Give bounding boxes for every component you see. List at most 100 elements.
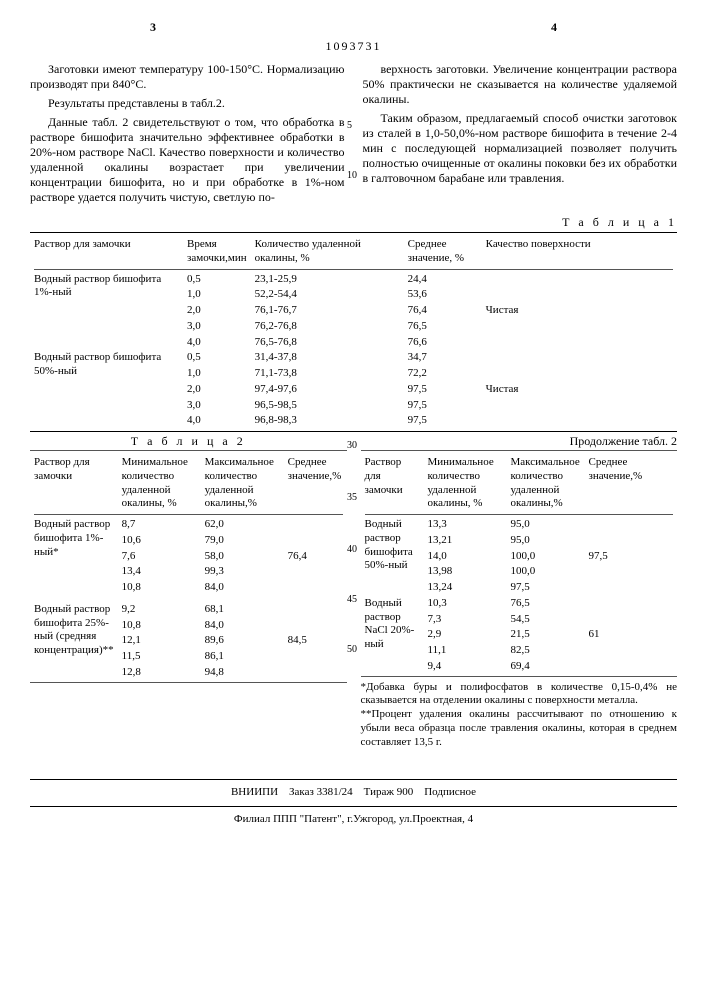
td: 7,6	[118, 549, 201, 565]
td: 34,7	[404, 350, 482, 366]
td: 31,4-37,8	[251, 350, 404, 366]
td: 79,0	[201, 533, 284, 549]
td: 10,3	[424, 596, 507, 612]
td: 76,1-76,7	[251, 303, 404, 319]
th: Максимальное количество удаленной окалин…	[507, 455, 585, 512]
table2-cont-title: Продолжение табл. 2	[361, 434, 678, 449]
td: 13,98	[424, 564, 507, 580]
td: Водный раствор бишофита 50%-ный	[30, 350, 183, 429]
td: 13,21	[424, 533, 507, 549]
td: 84,5	[284, 602, 347, 681]
td: Водный раствор бишофита 1%-ный*	[30, 517, 118, 596]
td: 23,1-25,9	[251, 272, 404, 288]
td: 58,0	[201, 549, 284, 565]
td: 3,0	[183, 319, 251, 335]
td: 13,3	[424, 517, 507, 533]
td: 2,0	[183, 382, 251, 398]
footer-org: ВНИИПИ	[231, 786, 278, 798]
para: Результаты представлены в табл.2.	[30, 96, 345, 111]
line-marker: 30	[347, 440, 357, 453]
td: 97,5	[404, 382, 482, 398]
table2-title: Т а б л и ц а 2	[30, 434, 347, 449]
para: Таким образом, предлагаемый способ очист…	[363, 111, 678, 186]
td: 84,0	[201, 618, 284, 634]
td: 82,5	[507, 643, 585, 659]
para: верхность заготовки. Увеличение концентр…	[363, 62, 678, 107]
td: Водный раствор бишофита 1%-ный	[30, 272, 183, 351]
th: Среднее значение,%	[284, 455, 347, 512]
footer: ВНИИПИ Заказ 3381/24 Тираж 900 Подписное…	[30, 779, 677, 827]
td: 13,24	[424, 580, 507, 596]
th: Раствор для замочки	[30, 455, 118, 512]
td: 7,3	[424, 612, 507, 628]
td: 0,5	[183, 272, 251, 288]
td: 76,2-76,8	[251, 319, 404, 335]
td: 97,5	[404, 398, 482, 414]
td: 96,5-98,5	[251, 398, 404, 414]
td: 13,4	[118, 564, 201, 580]
th: Количество удаленной окалины, %	[251, 237, 404, 267]
table2-left: Т а б л и ц а 2 Раствор для замочки Мини…	[30, 434, 347, 749]
td: 9,2	[118, 602, 201, 618]
page-num-right: 4	[551, 20, 557, 35]
td: 86,1	[201, 649, 284, 665]
td: 97,5	[507, 580, 585, 596]
td: 76,5	[404, 319, 482, 335]
td: 1,0	[183, 287, 251, 303]
td: 10,8	[118, 618, 201, 634]
line-marker: 35	[347, 492, 357, 505]
line-marker: 10	[347, 170, 357, 183]
td: 69,4	[507, 659, 585, 675]
td: 61	[585, 596, 678, 675]
line-marker: 40	[347, 544, 357, 557]
td: 54,5	[507, 612, 585, 628]
td: 97,5	[585, 517, 678, 596]
line-marker: 5	[347, 120, 352, 133]
td: 2,0	[183, 303, 251, 319]
th: Минимальное количество удаленной окалины…	[424, 455, 507, 512]
td: 52,2-54,4	[251, 287, 404, 303]
footer-order: Заказ 3381/24	[289, 786, 353, 798]
footer-address: Филиал ППП "Патент", г.Ужгород, ул.Проек…	[30, 813, 677, 827]
doc-number: 1093731	[30, 39, 677, 54]
td: 84,0	[201, 580, 284, 596]
td: 76,4	[284, 517, 347, 596]
th: Раствор для замочки	[361, 455, 424, 512]
td: 76,5-76,8	[251, 335, 404, 351]
table1-title: Т а б л и ц а 1	[30, 215, 677, 230]
para: Заготовки имеют температуру 100-150°С. Н…	[30, 62, 345, 92]
td: 96,8-98,3	[251, 413, 404, 429]
th: Среднее значение,%	[585, 455, 678, 512]
footnote: **Процент удаления окалины рассчитывают …	[361, 708, 678, 749]
td: 12,1	[118, 633, 201, 649]
table1: Раствор для замочки Время замочки,мин Ко…	[30, 237, 677, 429]
th: Качество поверхности	[482, 237, 677, 267]
td: 14,0	[424, 549, 507, 565]
td: 24,4	[404, 272, 482, 288]
td: 11,5	[118, 649, 201, 665]
td: 0,5	[183, 350, 251, 366]
th: Раствор для замочки	[30, 237, 183, 267]
td: Чистая	[482, 272, 677, 351]
th: Минимальное количество удаленной окалины…	[118, 455, 201, 512]
td: 62,0	[201, 517, 284, 533]
td: 21,5	[507, 627, 585, 643]
td: 95,0	[507, 533, 585, 549]
td: 89,6	[201, 633, 284, 649]
td: 97,5	[404, 413, 482, 429]
line-marker: 50	[347, 644, 357, 657]
page-num-left: 3	[150, 20, 156, 35]
td: 76,5	[507, 596, 585, 612]
td: 68,1	[201, 602, 284, 618]
para: Данные табл. 2 свидетельствуют о том, чт…	[30, 115, 345, 205]
td: Чистая	[482, 350, 677, 429]
table2-right: Продолжение табл. 2 Раствор для замочки …	[361, 434, 678, 749]
td: 100,0	[507, 549, 585, 565]
td: Водный раствор NaCl 20%-ный	[361, 596, 424, 675]
body-text: Заготовки имеют температуру 100-150°С. Н…	[30, 62, 677, 209]
td: 12,8	[118, 665, 201, 681]
td: 2,9	[424, 627, 507, 643]
td: 11,1	[424, 643, 507, 659]
td: Водный раствор бишофита 25%-ный (средняя…	[30, 602, 118, 681]
td: 71,1-73,8	[251, 366, 404, 382]
